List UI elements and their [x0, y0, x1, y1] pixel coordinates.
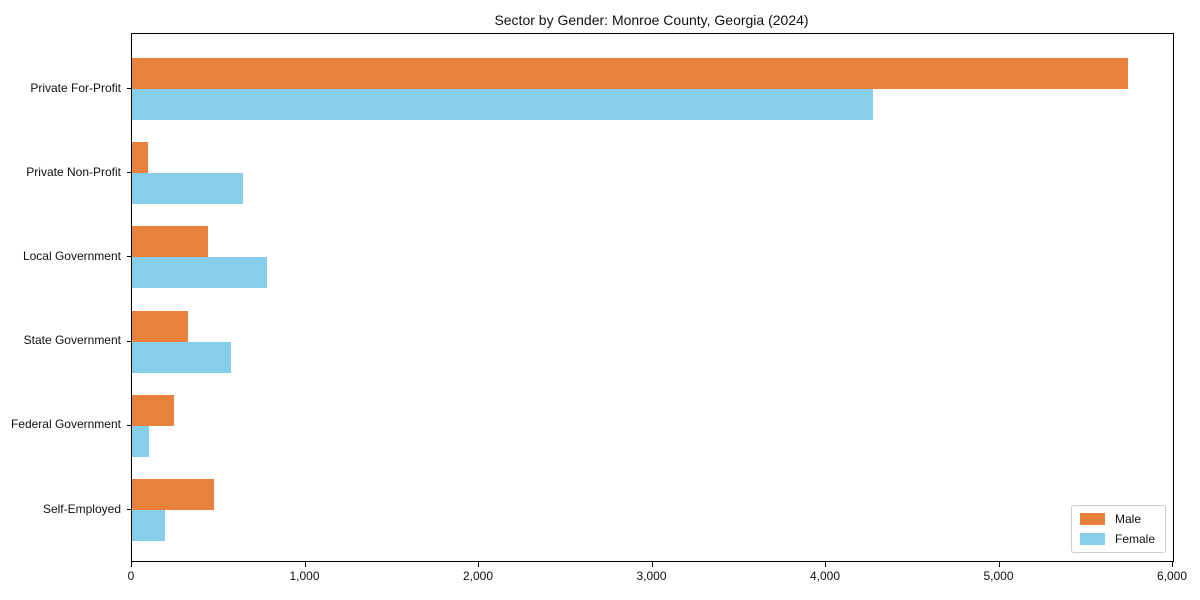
bar-female	[132, 425, 150, 457]
y-tick-mark	[127, 172, 131, 174]
legend-item-female: Female	[1079, 532, 1155, 546]
legend-swatch-male-icon	[1079, 513, 1105, 525]
x-axis-label: 2,000	[462, 569, 494, 583]
bar-female	[132, 173, 243, 205]
y-axis-label: Private For-Profit	[30, 80, 121, 95]
bar-male	[132, 310, 188, 342]
x-tick-mark	[998, 562, 1000, 567]
y-tick-mark	[127, 256, 131, 258]
x-tick-mark	[825, 562, 826, 567]
x-tick-mark	[478, 562, 479, 567]
legend-swatch-female-icon	[1079, 533, 1105, 545]
y-axis-label: State Government	[23, 333, 121, 348]
bar-male	[132, 479, 214, 510]
x-axis-label: 5,000	[983, 569, 1014, 583]
y-axis-label: Self-Employed	[42, 501, 121, 516]
plot-area	[131, 33, 1174, 562]
y-axis-label: Federal Government	[10, 417, 121, 432]
legend-item-male: Male	[1079, 512, 1155, 526]
chart-title: Sector by Gender: Monroe County, Georgia…	[494, 12, 809, 28]
y-axis-label: Local Government	[22, 248, 121, 263]
bar-male	[132, 58, 1128, 89]
bar-male	[132, 394, 174, 426]
x-axis-label: 6,000	[1156, 569, 1188, 583]
x-tick-mark	[1172, 562, 1173, 567]
y-tick-mark	[127, 88, 131, 89]
bar-male	[132, 226, 209, 258]
x-axis-label: 4,000	[809, 569, 841, 583]
bar-male	[132, 142, 148, 174]
x-tick-mark	[304, 562, 306, 567]
x-tick-mark	[651, 562, 653, 567]
y-tick-mark	[127, 509, 131, 510]
legend-label-female: Female	[1114, 532, 1155, 546]
x-axis-label: 1,000	[289, 569, 320, 583]
x-axis-label: 3,000	[636, 569, 667, 583]
y-axis-label: Private Non-Profit	[26, 164, 121, 179]
bar-female	[132, 341, 231, 373]
y-tick-mark	[127, 340, 131, 342]
x-tick-mark	[131, 562, 132, 567]
y-tick-mark	[127, 424, 131, 426]
legend-label-male: Male	[1114, 512, 1141, 526]
bar-female	[132, 89, 873, 120]
legend: Male Female	[1070, 505, 1166, 553]
x-axis-label: 0	[127, 569, 135, 583]
bar-female	[132, 510, 165, 541]
bar-female	[132, 257, 268, 289]
